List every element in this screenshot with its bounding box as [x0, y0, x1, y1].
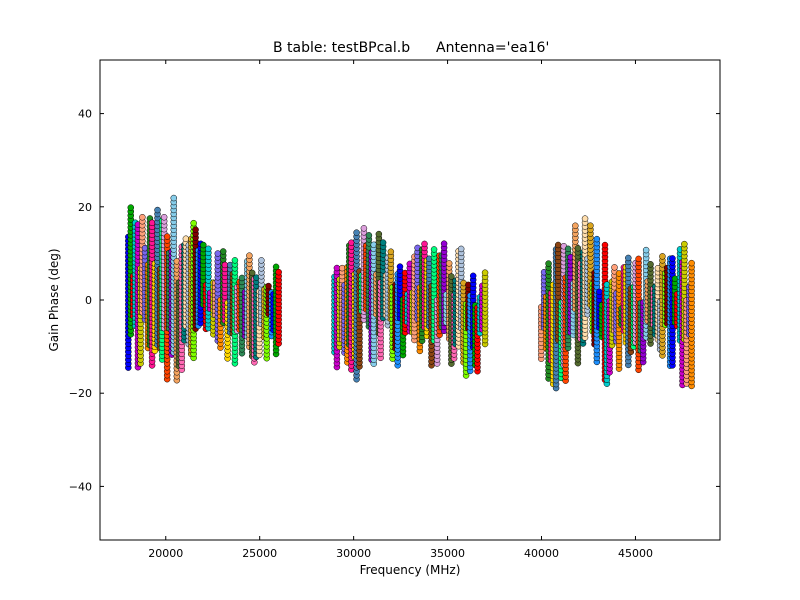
data-point	[248, 269, 256, 277]
data-point	[205, 245, 212, 253]
data-point	[688, 259, 695, 267]
data-point	[148, 219, 156, 227]
data-point	[353, 229, 360, 236]
y-tick-label: −20	[69, 387, 92, 400]
x-tick-label: 25000	[242, 547, 277, 560]
data-point	[421, 240, 428, 248]
title-left: B table: testBPcal.b	[273, 40, 410, 56]
data-point	[360, 225, 368, 232]
data-point	[127, 204, 135, 211]
data-point	[375, 230, 383, 238]
data-point	[265, 282, 272, 290]
data-point	[396, 263, 404, 270]
data-point	[214, 250, 222, 257]
data-point	[387, 248, 395, 255]
data-point	[238, 274, 246, 282]
data-point	[625, 254, 632, 262]
x-tick-label: 45000	[618, 547, 653, 560]
data-point	[564, 245, 572, 253]
data-point	[170, 194, 178, 202]
x-axis-label: Frequency (MHz)	[360, 563, 461, 577]
data-point	[160, 214, 168, 221]
data-point	[635, 255, 642, 263]
data-point	[231, 257, 239, 264]
data-point	[469, 272, 477, 280]
data-point	[554, 241, 562, 249]
title-right: Antenna='ea16'	[436, 40, 549, 56]
data-point	[587, 222, 594, 229]
x-tick-label: 20000	[148, 547, 183, 560]
data-points	[125, 194, 695, 392]
y-tick-label: −40	[69, 480, 92, 493]
data-point	[430, 246, 438, 253]
x-tick-label: 40000	[524, 547, 559, 560]
data-point	[272, 263, 280, 271]
data-point	[642, 246, 650, 254]
data-point	[596, 288, 603, 296]
data-point	[659, 253, 666, 260]
plot-title: B table: testBPcal.b Antenna='ea16'	[273, 40, 549, 56]
x-tick-label: 30000	[336, 547, 371, 560]
data-point	[258, 257, 265, 264]
x-tick-label: 35000	[430, 547, 465, 560]
data-point	[581, 215, 589, 222]
y-tick-label: 40	[78, 108, 92, 121]
data-point	[275, 268, 282, 276]
data-point	[481, 269, 489, 276]
data-point	[154, 206, 161, 214]
data-point	[365, 232, 373, 239]
data-point	[611, 264, 618, 271]
data-point	[601, 241, 609, 249]
data-point	[200, 241, 207, 249]
data-point	[445, 260, 453, 267]
data-point	[139, 214, 146, 221]
data-point	[572, 222, 579, 230]
data-point	[440, 240, 448, 247]
data-point	[647, 261, 654, 268]
y-tick-label: 0	[85, 294, 92, 307]
data-point	[246, 252, 253, 259]
data-point	[219, 248, 227, 255]
y-tick-label: 20	[78, 201, 92, 214]
y-axis-label: Gain Phase (deg)	[47, 248, 61, 351]
data-point	[545, 260, 552, 267]
data-point	[593, 235, 601, 243]
data-point	[190, 219, 197, 227]
data-point	[457, 245, 465, 253]
data-point	[379, 239, 387, 246]
data-point	[681, 240, 688, 248]
data-point	[163, 233, 171, 240]
data-point	[192, 226, 199, 233]
data-point	[574, 245, 582, 252]
data-point	[669, 255, 676, 262]
